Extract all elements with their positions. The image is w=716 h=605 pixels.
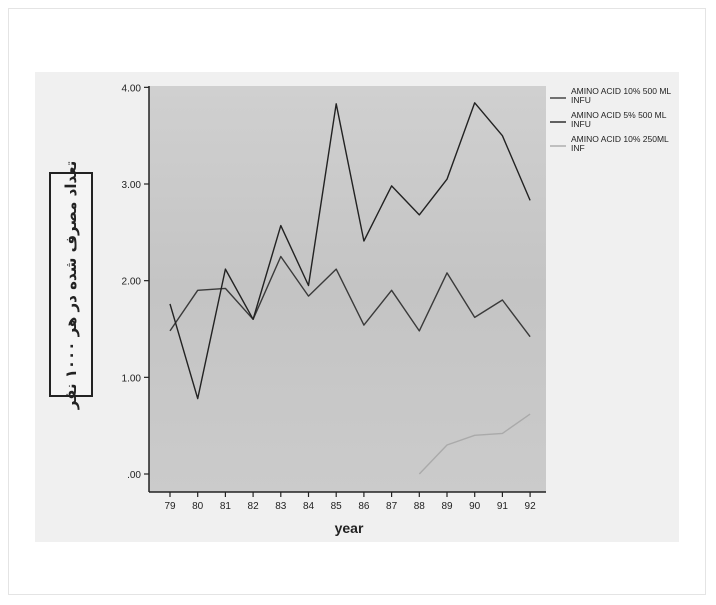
x-tick-label: 88 [414,501,426,512]
series-line-3 [418,413,531,475]
x-tick-label: 81 [220,501,232,512]
x-tick-label: 86 [358,501,370,512]
legend-label-3-cont: INF [571,143,585,153]
series-line-1 [169,255,531,338]
y-tick-label: .00 [127,470,141,481]
legend-label-1-cont: INFU [571,95,591,105]
x-tick-label: 85 [331,501,343,512]
y-tick-label: 2.00 [122,277,142,288]
axes: .00 1.00 2.00 3.00 4.00 79 80 81 82 83 84 85 86 87 88 8… [122,83,546,512]
x-axis-title: year [335,520,364,536]
legend-label-3: AMINO ACID 10% 250ML [571,134,669,144]
x-tick-label: 79 [164,501,176,512]
x-tick-label: 90 [469,501,481,512]
y-axis-title-box: تعداد مصرف شده در هر ۱۰۰۰ نفر [49,160,93,409]
y-axis-title: تعداد مصرف شده در هر ۱۰۰۰ نفر [62,160,80,409]
legend-label-2: AMINO ACID 5% 500 ML [571,110,667,120]
series-line-2 [169,102,531,400]
x-tick-label: 89 [441,501,453,512]
x-tick-label: 87 [386,501,398,512]
x-tick-label: 80 [192,501,204,512]
x-tick-label: 92 [525,501,537,512]
x-tick-label: 83 [275,501,287,512]
x-tick-label: 84 [303,501,315,512]
y-tick-label: 1.00 [122,373,142,384]
legend-label-1: AMINO ACID 10% 500 ML [571,86,671,96]
y-tick-label: 3.00 [122,180,142,191]
series-lines [169,102,531,475]
x-tick-label: 91 [497,501,509,512]
y-tick-label: 4.00 [122,83,142,94]
x-tick-label: 82 [248,501,260,512]
legend-label-2-cont: INFU [571,119,591,129]
